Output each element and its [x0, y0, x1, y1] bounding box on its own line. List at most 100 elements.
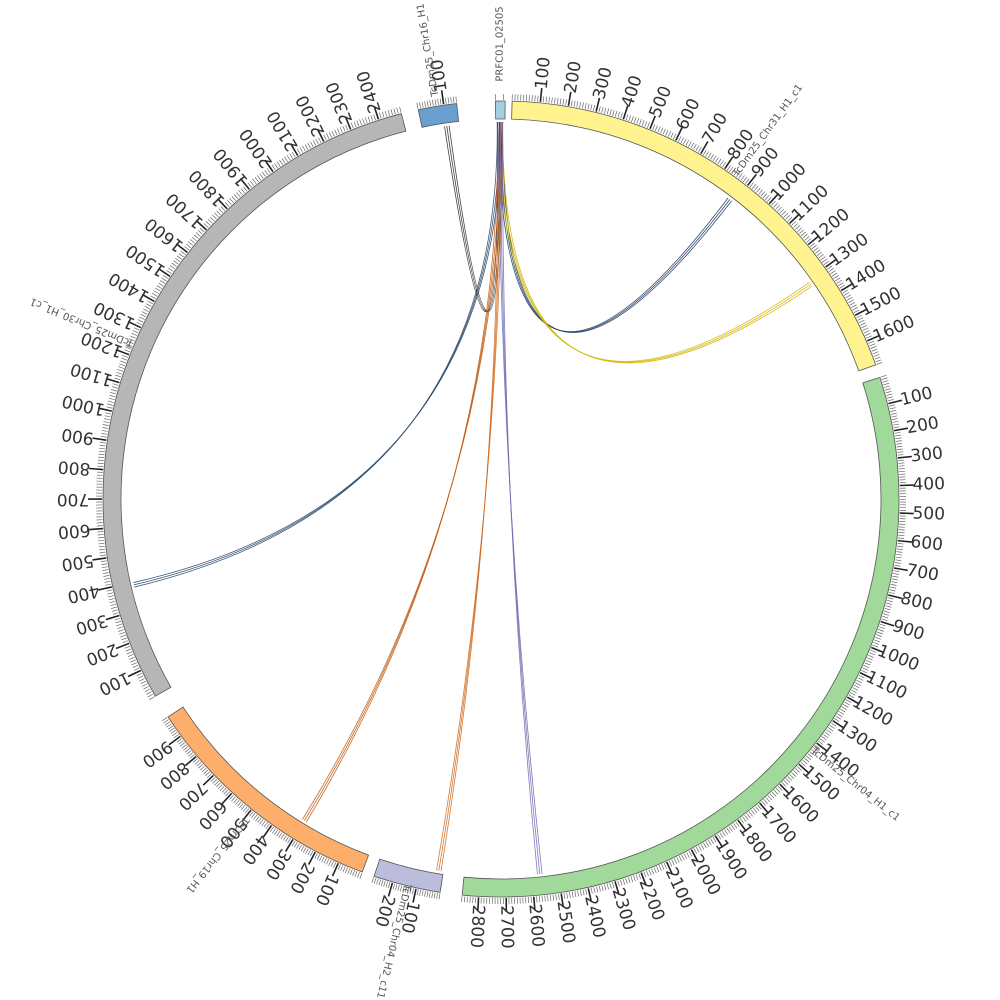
major-tick: [373, 105, 380, 120]
major-tick: [714, 835, 724, 848]
tick-label: 600: [909, 532, 943, 555]
major-tick: [825, 258, 838, 268]
major-tick: [724, 156, 734, 170]
major-tick: [221, 792, 233, 805]
ticks-tcdm25-chr16-h1: 100: [416, 58, 457, 109]
tick-label: 2500: [552, 899, 578, 945]
tick-label: 2700: [496, 905, 517, 949]
major-tick: [307, 851, 316, 865]
link-strand: [502, 122, 813, 364]
tick-label: 2100: [263, 107, 302, 154]
tick-label: 200: [561, 59, 586, 94]
tick-label: 100: [532, 56, 555, 90]
tick-label: 2800: [466, 904, 488, 948]
link-strand: [436, 122, 504, 871]
link-strand: [304, 122, 501, 821]
ideogram-tcdm25-chr04-h2-c11: [373, 858, 444, 893]
major-tick: [175, 243, 188, 254]
major-tick: [640, 872, 647, 886]
ideogram-tcdm25-chr31-h1-c1: [511, 100, 877, 372]
major-tick: [690, 849, 699, 863]
major-tick: [888, 594, 903, 600]
tick-label: 900: [60, 424, 95, 449]
major-tick: [758, 802, 770, 815]
major-tick: [614, 881, 620, 896]
major-tick: [866, 334, 881, 342]
tick-label: 400: [65, 580, 101, 607]
major-tick: [768, 192, 780, 205]
link-prfc01-02505-to-tcdm25-chr04-h2-c11: [436, 122, 504, 872]
tick-label: 2600: [524, 903, 547, 948]
major-tick: [141, 293, 155, 303]
major-tick: [89, 467, 104, 471]
tick-label: 600: [672, 95, 704, 133]
major-tick: [316, 128, 325, 142]
major-tick: [387, 882, 394, 897]
ideogram-tcdm25-chr30-h1-c1: [102, 113, 407, 697]
ticks-prfc01-02505: [495, 94, 504, 101]
tick-label: 200: [83, 639, 120, 669]
major-tick: [331, 862, 339, 877]
tick-label: 2400: [353, 68, 385, 115]
ideogram-layer: [102, 100, 900, 898]
link-strand: [133, 121, 503, 583]
major-tick: [476, 897, 480, 912]
tick-label: 2300: [322, 79, 357, 127]
major-tick: [262, 824, 273, 838]
minor-ticks-tcdm25-chr31-h1-c1: [511, 94, 883, 365]
tick-label: 1100: [68, 358, 115, 390]
major-tick: [897, 539, 912, 543]
major-tick: [622, 105, 629, 120]
link-strand: [302, 122, 504, 820]
major-tick: [216, 198, 228, 210]
tick-label: 100: [427, 58, 451, 93]
major-tick: [665, 861, 674, 876]
ideogram-tcdm25-chr04-h1-c1: [461, 376, 900, 898]
major-tick: [595, 97, 601, 112]
major-tick: [289, 143, 299, 157]
tick-label: 500: [912, 504, 945, 525]
major-tick: [816, 742, 829, 753]
tick-label: 400: [618, 73, 647, 110]
major-tick: [840, 282, 854, 292]
major-tick: [184, 755, 197, 767]
link-strand: [306, 122, 499, 823]
segment-label-tcdm25-chr16-h1: TcDm25_Chr16_H1: [415, 3, 441, 99]
major-tick: [241, 809, 252, 822]
link-strand: [440, 122, 499, 872]
major-tick: [195, 219, 207, 231]
major-tick: [284, 839, 294, 852]
major-tick: [897, 455, 912, 459]
major-tick: [157, 267, 171, 277]
ideogram-prfc01-02505: [495, 100, 506, 120]
major-tick: [649, 115, 656, 130]
tick-label: 1000: [874, 641, 922, 676]
major-tick: [859, 672, 874, 680]
tick-label: 100: [898, 383, 934, 410]
major-tick: [105, 377, 120, 384]
major-tick: [168, 735, 181, 746]
ideogram-tcdm25-chr16-h1: [417, 103, 460, 128]
major-tick: [92, 437, 107, 441]
tick-label: 2400: [580, 893, 609, 940]
tick-label: 1600: [870, 312, 918, 348]
tick-label: 500: [60, 550, 95, 575]
major-tick: [587, 888, 593, 903]
major-tick: [880, 620, 895, 627]
major-tick: [539, 87, 543, 103]
major-tick: [807, 235, 820, 246]
major-tick: [893, 427, 909, 432]
tick-label: 600: [57, 520, 91, 542]
tick-label: 700: [905, 560, 940, 585]
ticks-tcdm25-chr31-h1-c1: 100 200 300 4005006007008009001000110012001…: [511, 56, 918, 365]
minor-ticks-tcdm25-chr04-h1-c1: [461, 374, 906, 905]
major-tick: [788, 213, 801, 224]
major-tick: [700, 141, 709, 155]
major-tick: [115, 642, 130, 650]
major-tick: [737, 819, 747, 832]
tick-label: 2200: [634, 876, 668, 924]
ticks-tcdm25-chr04-h1-c1: 1002003004005006007008009001000110012001…: [461, 374, 945, 949]
tick-label: 900: [890, 616, 927, 645]
link-strand: [133, 122, 500, 586]
